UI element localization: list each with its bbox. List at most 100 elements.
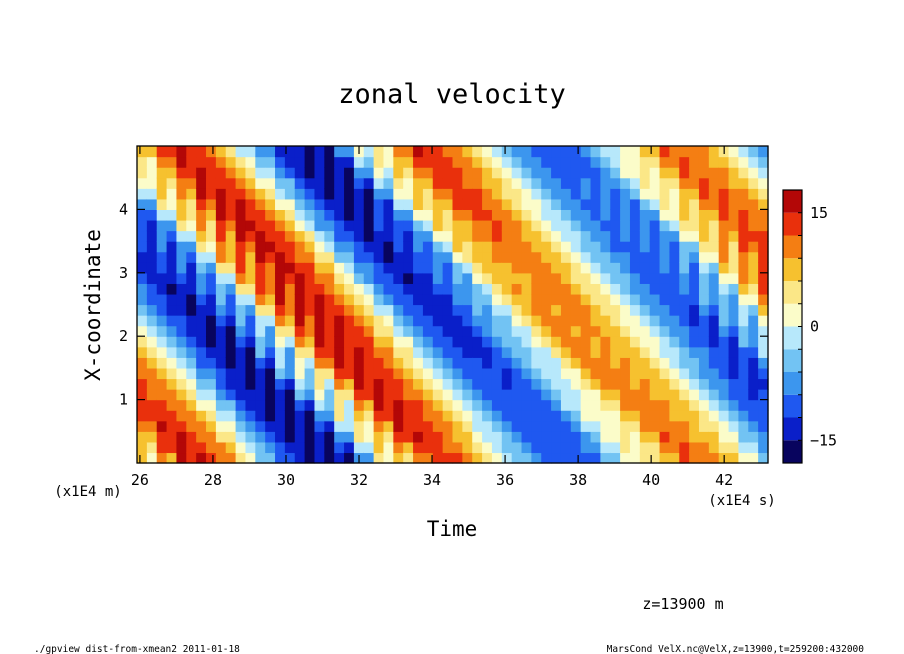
heatmap-cell [462, 251, 473, 263]
heatmap-cell [196, 146, 207, 158]
heatmap-cell [698, 367, 710, 380]
heatmap-cell [482, 346, 493, 358]
heatmap-cell [137, 399, 148, 411]
heatmap-cell [413, 146, 424, 158]
heatmap-cell [235, 304, 247, 316]
heatmap-cell [215, 357, 227, 369]
heatmap-cell [235, 452, 247, 464]
heatmap-cell [541, 357, 552, 369]
heatmap-cell [146, 441, 158, 454]
heatmap-cell [186, 325, 197, 337]
heatmap-cell [176, 315, 187, 327]
heatmap-cell [669, 167, 680, 179]
heatmap-cell [708, 367, 720, 380]
heatmap-cell [639, 219, 651, 232]
heatmap-cell [275, 325, 286, 337]
heatmap-cell [344, 230, 355, 242]
heatmap-cell [659, 241, 671, 253]
heatmap-cell [708, 389, 720, 401]
heatmap-cell [610, 410, 621, 422]
heatmap-cell [393, 241, 404, 253]
heatmap-cell [689, 272, 700, 284]
heatmap-cell [393, 367, 404, 380]
heatmap-cell [728, 177, 740, 189]
heatmap-cell [215, 177, 227, 189]
heatmap-cell [639, 325, 651, 337]
heatmap-cell [718, 378, 730, 390]
heatmap-cell [639, 420, 651, 432]
heatmap-cell [472, 230, 483, 242]
heatmap-cell [659, 304, 671, 316]
heatmap-cell [146, 219, 158, 232]
heatmap-cell [610, 452, 621, 464]
heatmap-cell [334, 293, 345, 306]
heatmap-cell [137, 389, 148, 401]
heatmap-cell [629, 378, 641, 390]
heatmap-cell [590, 378, 601, 390]
heatmap-cell [659, 251, 671, 263]
heatmap-cell [689, 293, 700, 306]
heatmap-cell [403, 167, 414, 179]
heatmap-cell [206, 177, 217, 189]
heatmap-cell [196, 315, 207, 327]
heatmap-cell [570, 420, 582, 432]
heatmap-cell [482, 367, 493, 380]
heatmap-cell [659, 230, 671, 242]
heatmap-cell [235, 357, 247, 369]
heatmap-cell [373, 251, 385, 263]
heatmap-cell [649, 177, 661, 189]
heatmap-cell [373, 378, 385, 390]
heatmap-cell [265, 283, 276, 295]
heatmap-cell [728, 367, 740, 380]
heatmap-cell [570, 389, 582, 401]
heatmap-cell [501, 177, 513, 189]
heatmap-cell [718, 188, 730, 200]
heatmap-cell [482, 441, 493, 454]
heatmap-cell [521, 272, 532, 284]
heatmap-cell [146, 399, 158, 411]
heatmap-cell [639, 241, 651, 253]
heatmap-cell [679, 357, 690, 369]
heatmap-cell [383, 230, 394, 242]
heatmap-cell [718, 304, 730, 316]
heatmap-cell [265, 188, 276, 200]
heatmap-cell [560, 156, 572, 168]
heatmap-cell [137, 441, 148, 454]
heatmap-cell [649, 251, 661, 263]
heatmap-cell [560, 251, 572, 263]
heatmap-cell [659, 156, 671, 168]
heatmap-cell [383, 283, 394, 295]
heatmap-cell [363, 410, 375, 422]
heatmap-cell [294, 304, 306, 316]
heatmap-cell [275, 410, 286, 422]
heatmap-cell [373, 146, 385, 158]
heatmap-cell [206, 283, 217, 295]
heatmap-cell [620, 198, 631, 210]
heatmap-cell [422, 420, 434, 432]
heatmap-cell [324, 241, 335, 253]
heatmap-cell [255, 315, 266, 327]
heatmap-cell [600, 389, 611, 401]
heatmap-cell [620, 219, 631, 232]
heatmap-cell [620, 167, 631, 179]
x-tick-label: 34 [423, 471, 441, 489]
heatmap-cell [620, 304, 631, 316]
heatmap-cell [610, 293, 621, 306]
heatmap-cell [176, 283, 187, 295]
heatmap-cell [580, 315, 592, 327]
heatmap-cell [413, 389, 424, 401]
heatmap-cell [698, 336, 710, 348]
heatmap-cell [708, 219, 720, 232]
heatmap-cell [442, 209, 454, 221]
heatmap-cell [491, 293, 503, 306]
heatmap-cell [422, 336, 434, 348]
heatmap-cell [580, 262, 592, 274]
heatmap-cell [225, 410, 237, 422]
heatmap-cell [472, 146, 483, 158]
heatmap-cell [560, 293, 572, 306]
heatmap-cell [314, 188, 325, 200]
heatmap-cell [314, 367, 325, 380]
heatmap-cell [758, 367, 769, 380]
heatmap-cell [570, 177, 582, 189]
heatmap-cell [541, 431, 552, 443]
